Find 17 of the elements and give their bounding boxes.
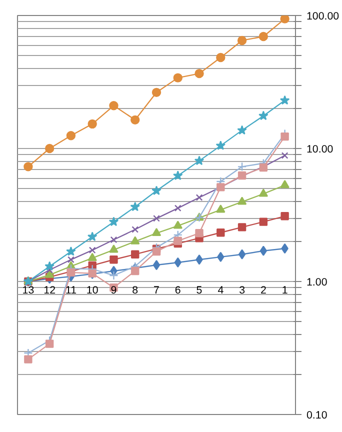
x-tick-label: 6 <box>174 284 181 296</box>
x-tick-label: 12 <box>44 284 56 296</box>
x-tick-label: 4 <box>218 284 224 296</box>
x-tick-label: 7 <box>154 284 160 296</box>
x-tick-label: 2 <box>260 284 266 296</box>
y-tick-label: 100.00 <box>306 10 340 22</box>
x-tick-label: 1 <box>282 284 288 296</box>
x-tick-label: 11 <box>65 284 77 296</box>
x-tick-label: 5 <box>196 284 202 296</box>
x-tick-label: 9 <box>110 284 117 296</box>
y-tick-label: 1.00 <box>306 276 328 288</box>
x-tick-label: 8 <box>132 284 138 296</box>
x-tick-label: 13 <box>22 284 34 296</box>
y-tick-label: 10.00 <box>306 144 334 156</box>
x-tick-label: 10 <box>86 284 98 296</box>
y-tick-label: 0.10 <box>306 410 328 422</box>
x-tick-label: 3 <box>239 284 246 296</box>
